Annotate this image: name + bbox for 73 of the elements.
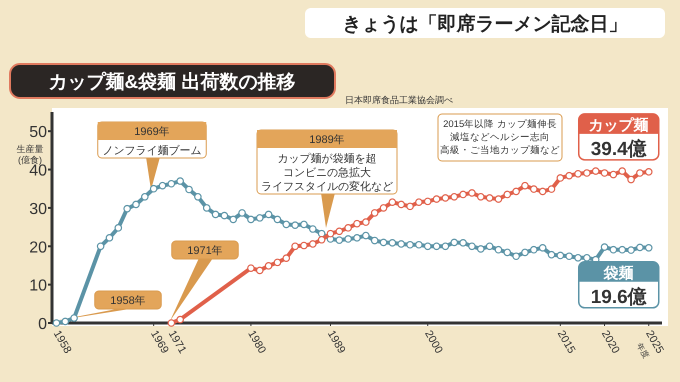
point — [486, 194, 494, 202]
point — [168, 319, 176, 327]
point — [256, 266, 264, 274]
point — [503, 190, 512, 198]
data-label: 39.4億 — [590, 138, 648, 160]
point — [308, 240, 317, 248]
point — [336, 228, 344, 236]
point — [353, 220, 361, 228]
y-tick-label: 30 — [29, 200, 48, 218]
annotation: 1958年 — [110, 295, 146, 307]
annotation: 減塩などヘルシー志向 — [450, 131, 550, 143]
point — [370, 209, 378, 217]
point — [264, 262, 272, 270]
point — [556, 174, 564, 182]
y-tick-label: 0 — [38, 316, 48, 333]
point — [388, 198, 396, 206]
annotation: 2015年以降 カップ麺伸長 — [443, 118, 557, 130]
point — [380, 204, 388, 212]
point — [344, 224, 352, 232]
y-tick-label: 40 — [29, 162, 48, 180]
annotation: ノンフライ麺ブーム — [102, 144, 202, 157]
y-tick-label: 50 — [29, 124, 48, 142]
annotation: コンビニの急拡大 — [283, 166, 371, 179]
point — [318, 236, 326, 244]
point — [636, 169, 644, 177]
point — [459, 190, 467, 198]
annotation: 高級・ご当地カップ麺など — [440, 144, 560, 156]
point — [548, 185, 556, 193]
point — [512, 188, 520, 196]
point — [432, 195, 440, 203]
point — [627, 176, 635, 184]
text: カップ麺 — [588, 116, 649, 134]
point — [521, 182, 529, 190]
point — [247, 264, 255, 272]
point — [600, 169, 608, 177]
point — [415, 198, 423, 206]
point — [583, 169, 591, 177]
point — [644, 168, 653, 176]
point — [362, 218, 370, 226]
point — [592, 167, 600, 175]
y-axis-title: 生産量 (億食) — [16, 144, 44, 165]
point — [450, 192, 458, 201]
chart-title: きょうは「即席ラーメン記念日」 — [342, 13, 628, 35]
point — [610, 170, 618, 178]
point — [476, 192, 485, 201]
point — [424, 198, 432, 206]
point — [326, 230, 334, 238]
point — [282, 254, 290, 262]
point — [530, 185, 538, 193]
point — [300, 242, 308, 250]
point — [468, 189, 476, 197]
annotation: カップ麺が袋麺を超 — [278, 152, 376, 165]
y-tick-label: 20 — [29, 239, 48, 256]
annotation: 1989年 — [309, 134, 345, 146]
annotation: 1969年 — [134, 126, 170, 138]
point — [538, 188, 546, 196]
point — [574, 170, 582, 178]
y-tick-label: 10 — [29, 278, 48, 295]
point — [291, 242, 299, 250]
series-label: 袋麺 — [602, 264, 634, 282]
point — [618, 167, 626, 175]
point — [406, 202, 414, 210]
annotation: ライフスタイルの変化など — [261, 180, 393, 193]
annotation: 1971年 — [187, 245, 223, 257]
point — [176, 316, 184, 324]
point — [442, 194, 450, 202]
point — [397, 200, 406, 208]
text: 日本即席食品工業協会調べ — [345, 95, 453, 105]
data-label: 19.6億 — [590, 286, 648, 308]
point — [274, 258, 282, 266]
point — [565, 172, 573, 180]
chart-subtitle: カップ麺&袋麺 出荷数の推移 — [48, 71, 296, 93]
point — [494, 195, 502, 203]
